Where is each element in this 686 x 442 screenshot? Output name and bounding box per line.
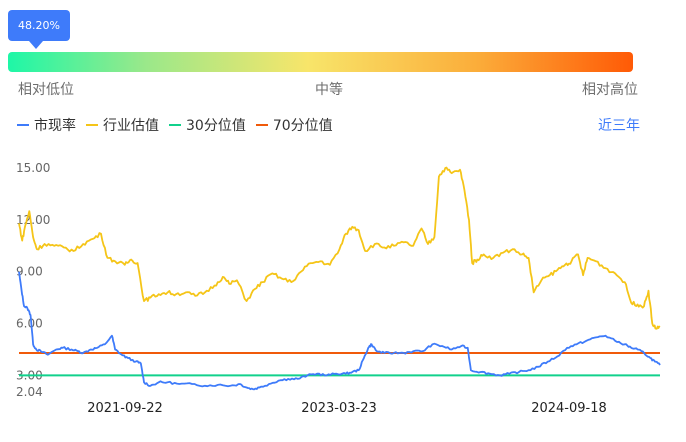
y-tick-label: 15.00 [16, 161, 50, 175]
range-selector[interactable]: 近三年 [598, 118, 640, 134]
tooltip-pointer [29, 41, 43, 49]
x-tick-label: 2023-03-23 [301, 401, 377, 416]
legend-item-p30[interactable]: 30分位值 [169, 115, 246, 135]
legend-item-pcf[interactable]: 市现率 [17, 115, 76, 135]
legend-label-p70: 70分位值 [272, 118, 333, 134]
legend-swatch-p30 [169, 124, 181, 126]
industry-series-line [18, 166, 661, 330]
chart-legend: 市现率 行业估值 30分位值 70分位值 [17, 115, 343, 135]
gauge-high-label: 相对高位 [582, 82, 638, 98]
x-tick-label: 2021-09-22 [87, 401, 163, 416]
pcf-series-line [18, 271, 661, 391]
y-tick-label: 12.00 [16, 213, 50, 227]
legend-swatch-pcf [17, 124, 29, 126]
legend-label-pcf: 市现率 [34, 118, 76, 134]
y-tick-label: 6.00 [16, 317, 43, 331]
legend-item-p70[interactable]: 70分位值 [255, 115, 333, 135]
y-tick-label: 9.00 [16, 265, 43, 279]
x-axis-ticks: 2021-09-22 2023-03-23 2024-09-18 [87, 401, 607, 416]
legend-item-industry[interactable]: 行业估值 [86, 115, 159, 135]
legend-label-industry: 行业估值 [103, 118, 159, 134]
percentile-label: 48.20% [18, 19, 60, 32]
legend-label-p30: 30分位值 [186, 118, 246, 134]
legend-swatch-p70 [255, 124, 268, 126]
valuation-gauge-bar [8, 52, 633, 72]
percentile-tooltip: 48.20% [8, 10, 70, 41]
legend-swatch-industry [86, 124, 98, 126]
gauge-mid-label: 中等 [315, 82, 343, 98]
chart-lines [18, 166, 661, 391]
x-tick-label: 2024-09-18 [531, 401, 607, 416]
y-tick-label: 2.04 [16, 385, 43, 399]
gauge-low-label: 相对低位 [18, 82, 74, 98]
